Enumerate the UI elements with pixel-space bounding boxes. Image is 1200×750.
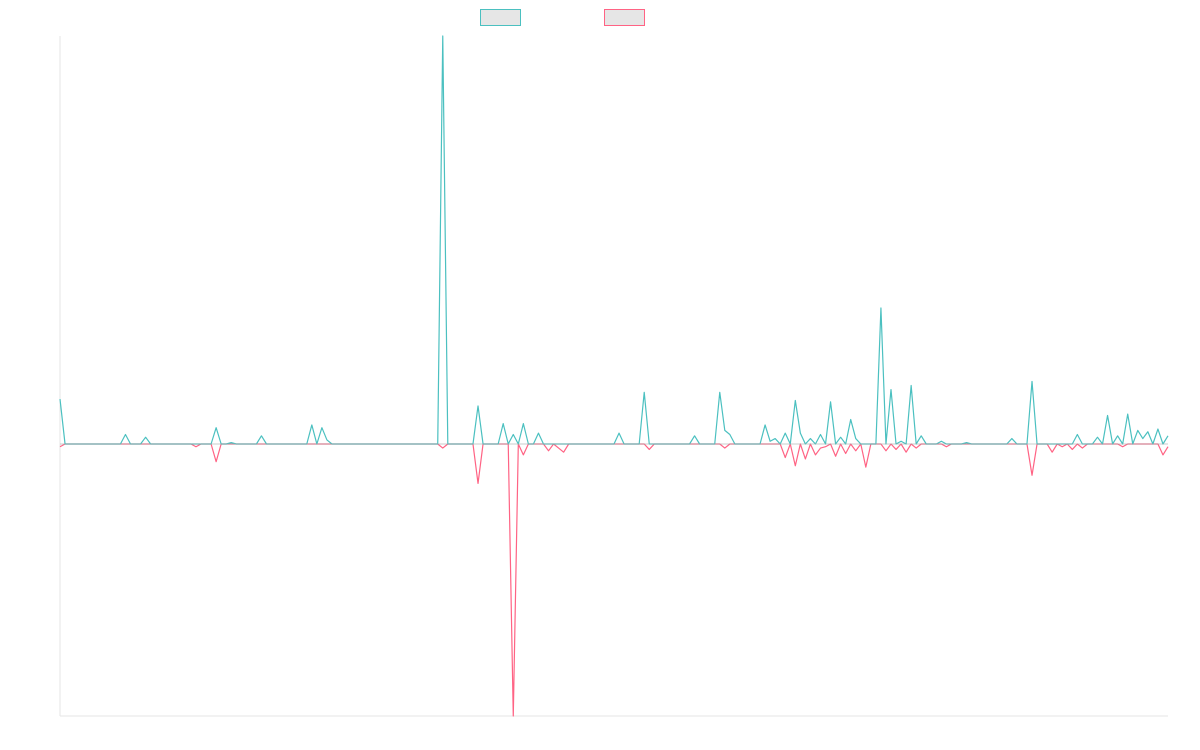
series-group — [59, 35, 1169, 717]
series-line-0 — [59, 35, 1169, 445]
legend — [480, 9, 645, 26]
axes — [59, 36, 1168, 717]
series-line-1 — [59, 443, 1169, 717]
legend-swatch-0[interactable] — [480, 9, 521, 26]
legend-swatch-1[interactable] — [604, 9, 645, 26]
